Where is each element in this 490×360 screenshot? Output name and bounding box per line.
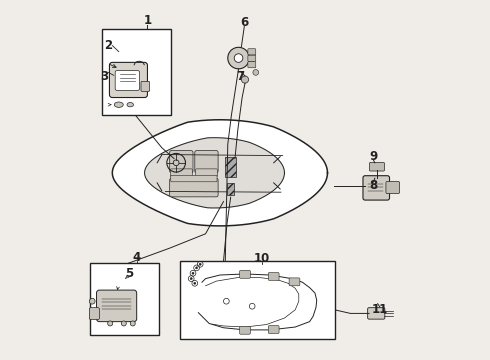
Ellipse shape	[114, 102, 123, 107]
Bar	[90, 263, 159, 335]
FancyBboxPatch shape	[368, 308, 385, 319]
Circle shape	[253, 69, 259, 75]
FancyBboxPatch shape	[115, 71, 140, 90]
Circle shape	[108, 321, 113, 326]
Circle shape	[194, 282, 196, 284]
FancyBboxPatch shape	[141, 81, 149, 91]
Text: 11: 11	[372, 303, 388, 316]
Bar	[101, 30, 172, 116]
Polygon shape	[145, 138, 285, 208]
FancyBboxPatch shape	[289, 278, 300, 286]
FancyBboxPatch shape	[109, 62, 147, 98]
Text: 2: 2	[104, 39, 112, 52]
FancyBboxPatch shape	[195, 150, 218, 173]
Circle shape	[89, 298, 95, 304]
Ellipse shape	[127, 103, 133, 107]
FancyBboxPatch shape	[196, 169, 218, 177]
Text: 10: 10	[254, 252, 270, 265]
FancyBboxPatch shape	[369, 162, 385, 171]
Bar	[180, 261, 335, 338]
Bar	[227, 183, 234, 195]
FancyBboxPatch shape	[89, 308, 99, 319]
Bar	[225, 157, 236, 177]
Circle shape	[228, 47, 249, 69]
FancyBboxPatch shape	[269, 325, 279, 333]
Text: 1: 1	[144, 14, 151, 27]
Circle shape	[130, 321, 135, 326]
FancyBboxPatch shape	[248, 49, 256, 55]
FancyBboxPatch shape	[240, 270, 250, 278]
FancyBboxPatch shape	[248, 62, 256, 68]
Text: 7: 7	[237, 69, 245, 82]
Text: 3: 3	[100, 69, 108, 82]
FancyBboxPatch shape	[171, 175, 217, 182]
FancyBboxPatch shape	[170, 178, 218, 197]
Text: 4: 4	[133, 251, 141, 264]
Text: 5: 5	[125, 267, 134, 280]
FancyBboxPatch shape	[97, 290, 137, 321]
Text: 6: 6	[240, 16, 248, 29]
FancyBboxPatch shape	[170, 150, 193, 173]
FancyBboxPatch shape	[248, 55, 256, 61]
Circle shape	[242, 76, 248, 83]
FancyBboxPatch shape	[240, 326, 250, 334]
Text: 9: 9	[369, 150, 377, 163]
FancyBboxPatch shape	[363, 176, 390, 200]
Text: 8: 8	[369, 179, 377, 192]
Circle shape	[192, 272, 194, 274]
Circle shape	[196, 267, 197, 269]
Polygon shape	[112, 120, 327, 226]
Circle shape	[234, 54, 243, 62]
Circle shape	[122, 321, 126, 326]
FancyBboxPatch shape	[269, 273, 279, 280]
Circle shape	[190, 278, 192, 280]
FancyBboxPatch shape	[386, 181, 399, 194]
FancyBboxPatch shape	[171, 169, 192, 177]
Circle shape	[199, 263, 201, 265]
